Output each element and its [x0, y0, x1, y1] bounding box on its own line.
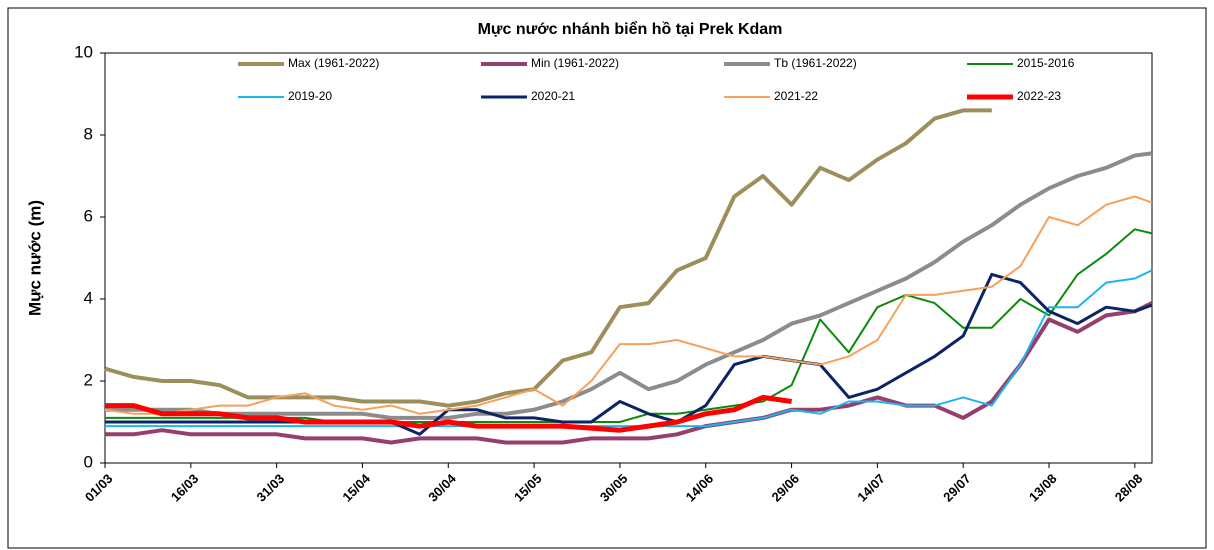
legend-label: Tb (1961-2022)	[774, 56, 857, 70]
y-tick-label: 10	[74, 42, 93, 61]
y-tick-label: 8	[84, 124, 93, 143]
legend-label: 2015-2016	[1017, 56, 1075, 70]
series-line	[104, 195, 1153, 415]
series-line	[105, 394, 792, 433]
series-line	[104, 108, 992, 408]
legend-label: 2021-22	[774, 89, 818, 103]
legend-label: 2020-21	[531, 89, 575, 103]
y-axis-label: Mực nước (m)	[25, 200, 44, 316]
legend-label: 2019-20	[288, 89, 332, 103]
series-line	[105, 151, 1153, 420]
legend-label: Min (1961-2022)	[531, 56, 619, 70]
legend-label: Max (1961-2022)	[288, 56, 379, 70]
y-tick-label: 6	[84, 206, 93, 225]
y-tick-label: 0	[84, 452, 93, 471]
chart-title: Mực nước nhánh biển hồ tại Prek Kdam	[478, 20, 783, 38]
y-tick-label: 2	[84, 370, 93, 389]
series-line	[105, 272, 1153, 436]
legend-label: 2022-23	[1017, 89, 1061, 103]
plot-area	[104, 52, 1153, 464]
y-tick-label: 4	[84, 288, 93, 307]
